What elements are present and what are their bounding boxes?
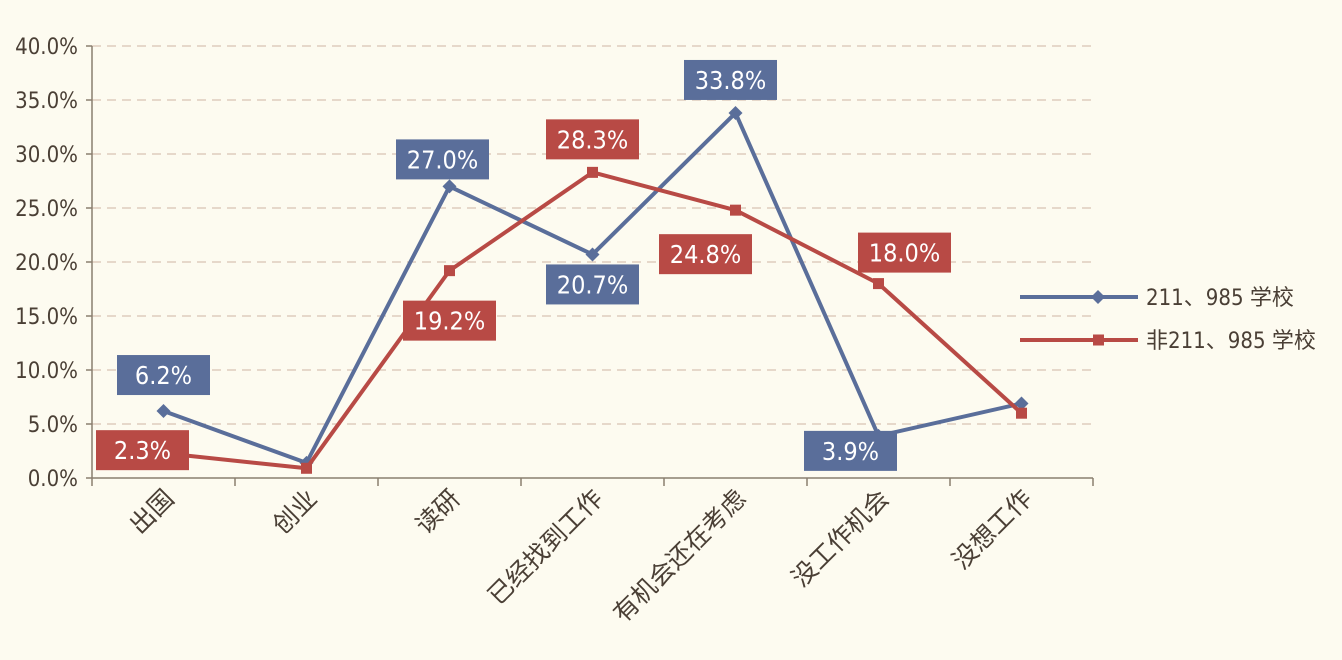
data-label-box [684,59,777,100]
y-tick-label: 20.0% [15,251,78,276]
data-label: 3.9% [804,430,897,471]
data-label-box [546,119,639,160]
x-tick-label: 有机会还在考虑 [607,484,751,628]
data-label-box [804,430,897,471]
data-point [1016,407,1027,419]
x-tick-label: 出国 [124,484,180,540]
data-point [444,265,455,277]
data-label-text: 24.8% [670,240,741,269]
data-label-box [858,232,951,273]
legend-label: 211、985 学校 [1146,286,1294,311]
data-label-text: 33.8% [695,66,766,95]
data-label: 2.3% [96,430,189,471]
x-tick-label: 创业 [267,484,323,540]
data-label-text: 27.0% [407,145,478,174]
y-tick-label: 10.0% [15,359,78,384]
y-tick-label: 0.0% [28,467,78,492]
data-point [301,462,312,474]
data-label-text: 20.7% [557,270,628,299]
legend-label: 非211、985 学校 [1146,329,1316,354]
y-tick-label: 15.0% [15,305,78,330]
data-point [442,179,457,194]
legend-marker [1093,334,1104,346]
y-tick-label: 35.0% [15,89,78,114]
data-label-text: 3.9% [822,437,879,466]
data-point [730,204,741,216]
data-label: 24.8% [659,234,752,275]
data-label-text: 19.2% [414,307,485,336]
data-point [728,105,743,120]
data-label-box [396,139,489,180]
x-tick-label: 没想工作 [947,484,1038,575]
x-tick-label: 已经找到工作 [482,484,609,611]
data-label-box [659,234,752,275]
legend-item: 211、985 学校 [1020,286,1294,311]
data-label: 6.2% [117,355,210,396]
data-label: 19.2% [403,300,496,341]
legend-marker [1091,290,1105,304]
data-label-text: 6.2% [135,361,192,390]
x-tick-label: 读研 [410,484,466,540]
y-tick-label: 30.0% [15,143,78,168]
data-label-box [546,264,639,305]
y-tick-label: 5.0% [28,413,78,438]
data-labels: 6.2% 27.0% 20.7% 33.8% 3.9% 2.3% 19.2% 28.3% 24.… [96,59,951,471]
data-label: 20.7% [546,264,639,305]
data-point [587,166,598,178]
data-label-text: 2.3% [114,436,171,465]
data-point [156,404,171,419]
data-label-text: 28.3% [557,125,628,154]
y-tick-label: 25.0% [15,197,78,222]
series-2 [158,166,1027,474]
y-tick-label: 40.0% [15,35,78,60]
data-point [873,278,884,290]
legend-item: 非211、985 学校 [1020,329,1316,354]
data-label-box [96,430,189,471]
y-axis-tick-labels: 0.0% 5.0% 10.0% 15.0% 20.0% 25.0% 30.0% 35.0% 40… [15,35,92,492]
data-label: 28.3% [546,119,639,160]
data-label-text: 18.0% [869,239,940,268]
data-label-box [117,355,210,396]
data-label: 18.0% [858,232,951,273]
data-label-box [403,300,496,341]
data-label: 33.8% [684,59,777,100]
data-point [1014,396,1029,411]
data-label: 27.0% [396,139,489,180]
x-tick-label: 没工作机会 [786,484,895,593]
data-point [585,247,600,262]
